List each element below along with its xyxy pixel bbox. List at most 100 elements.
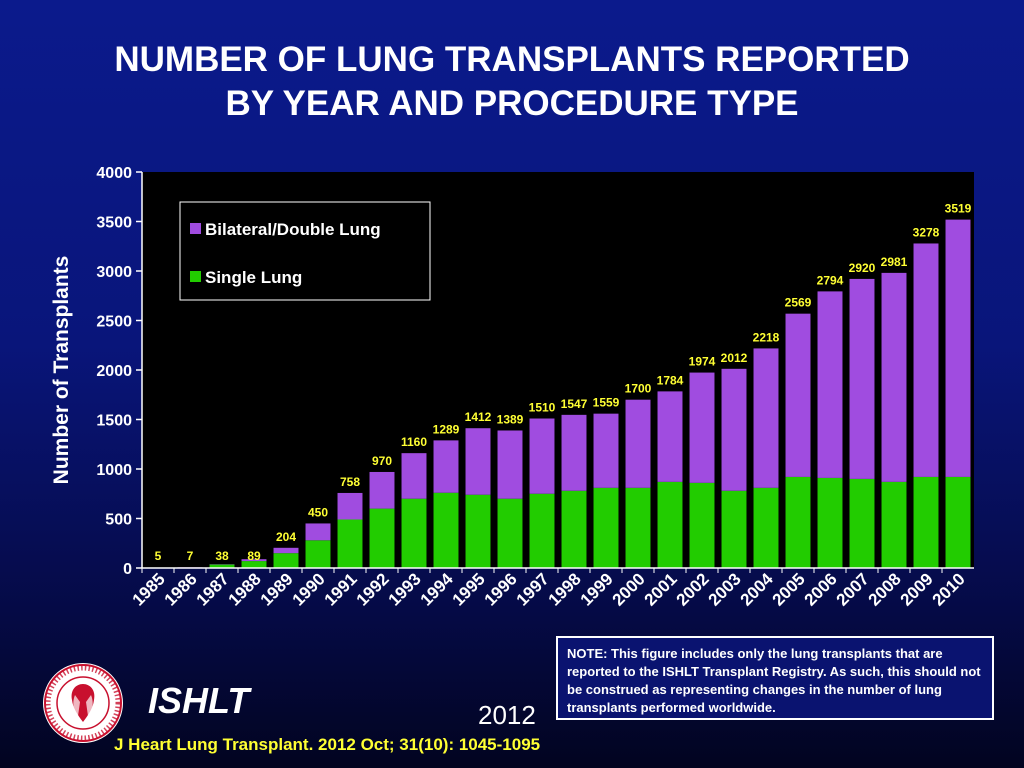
bar-bilateral-2000 xyxy=(625,399,651,488)
x-tick-label-2001: 2001 xyxy=(641,569,681,609)
data-label-2004: 2218 xyxy=(753,330,780,344)
data-label-1998: 1547 xyxy=(561,397,588,411)
legend: Bilateral/Double Lung Single Lung xyxy=(179,201,431,301)
legend-label-single: Single Lung xyxy=(205,268,302,287)
data-label-1997: 1510 xyxy=(529,401,556,415)
bar-bilateral-1997 xyxy=(529,418,555,494)
bar-bilateral-1991 xyxy=(337,492,363,520)
bar-single-lung-2005 xyxy=(785,476,811,568)
bar-single-lung-2007 xyxy=(849,478,875,568)
data-label-1996: 1389 xyxy=(497,412,524,426)
title-line-2: BY YEAR AND PROCEDURE TYPE xyxy=(225,84,799,123)
bar-bilateral-1988 xyxy=(241,559,267,562)
bar-bilateral-1992 xyxy=(369,471,395,509)
x-tick-label-2008: 2008 xyxy=(865,569,905,609)
bar-single-lung-1996 xyxy=(497,498,523,568)
x-tick-label-1988: 1988 xyxy=(225,569,265,609)
data-label-1993: 1160 xyxy=(401,435,427,449)
bar-single-lung-1992 xyxy=(369,508,395,568)
note-box: NOTE: This figure includes only the lung… xyxy=(556,636,994,720)
bar-single-lung-1988 xyxy=(241,561,267,568)
citation: J Heart Lung Transplant. 2012 Oct; 31(10… xyxy=(114,735,541,754)
data-label-1995: 1412 xyxy=(465,410,492,424)
x-tick-label-1987: 1987 xyxy=(193,569,233,609)
bar-single-lung-1990 xyxy=(305,540,331,568)
x-tick-label-1985: 1985 xyxy=(129,569,169,609)
x-tick-label-2004: 2004 xyxy=(737,569,778,610)
bar-bilateral-2010 xyxy=(945,219,971,477)
data-label-2009: 3278 xyxy=(913,225,940,239)
data-label-1986: 7 xyxy=(187,549,194,563)
bar-single-lung-1998 xyxy=(561,490,587,568)
brand-name: ISHLT xyxy=(148,680,250,721)
data-label-1988: 89 xyxy=(247,549,261,563)
bar-bilateral-2002 xyxy=(689,372,715,483)
legend-swatch-bilateral xyxy=(190,223,201,234)
x-tick-label-2006: 2006 xyxy=(801,569,841,609)
x-tick-label-2009: 2009 xyxy=(897,569,937,609)
x-tick-label-1986: 1986 xyxy=(161,569,201,609)
bar-bilateral-2006 xyxy=(817,291,843,478)
y-tick-label: 0 xyxy=(123,561,132,578)
data-label-1985: 5 xyxy=(155,549,162,563)
y-tick-label: 1000 xyxy=(96,462,132,479)
ishlt-logo xyxy=(43,663,123,743)
x-tick-label-2005: 2005 xyxy=(769,569,809,609)
data-label-2000: 1700 xyxy=(625,382,652,396)
bar-single-lung-1995 xyxy=(465,494,491,568)
bar-single-lung-1994 xyxy=(433,492,459,568)
legend-swatch-single xyxy=(190,271,201,282)
bar-single-lung-2008 xyxy=(881,481,907,568)
data-label-2002: 1974 xyxy=(689,355,716,369)
y-tick-label: 2000 xyxy=(96,363,132,380)
legend-box xyxy=(179,201,431,301)
bar-bilateral-2003 xyxy=(721,368,747,491)
bar-single-lung-2001 xyxy=(657,481,683,568)
bar-bilateral-1998 xyxy=(561,414,587,491)
data-label-1991: 758 xyxy=(340,475,360,489)
y-tick-label: 2500 xyxy=(96,314,132,331)
bar-bilateral-2007 xyxy=(849,278,875,479)
y-tick-label: 3000 xyxy=(96,264,132,281)
bar-single-lung-1997 xyxy=(529,493,555,568)
x-tick-label-2000: 2000 xyxy=(609,569,649,609)
bar-bilateral-1996 xyxy=(497,430,523,499)
bar-bilateral-1994 xyxy=(433,440,459,493)
bar-single-lung-2010 xyxy=(945,476,971,568)
x-tick-label-2003: 2003 xyxy=(705,569,745,609)
y-axis-title: Number of Transplants xyxy=(50,256,73,485)
bar-single-lung-2006 xyxy=(817,477,843,568)
bar-bilateral-2005 xyxy=(785,313,811,477)
data-label-2008: 2981 xyxy=(881,255,908,269)
x-tick-label-1996: 1996 xyxy=(481,569,521,609)
data-label-2005: 2569 xyxy=(785,296,812,310)
bar-bilateral-2004 xyxy=(753,348,779,488)
x-tick-label-1998: 1998 xyxy=(545,569,585,609)
x-tick-label-1997: 1997 xyxy=(513,569,553,609)
data-label-1990: 450 xyxy=(308,505,328,519)
bar-bilateral-1993 xyxy=(401,453,427,499)
data-label-2010: 3519 xyxy=(945,202,972,216)
legend-label-bilateral: Bilateral/Double Lung xyxy=(205,220,381,239)
title-line-1: NUMBER OF LUNG TRANSPLANTS REPORTED xyxy=(114,40,910,79)
data-label-1987: 38 xyxy=(215,549,229,563)
x-tick-label-1992: 1992 xyxy=(353,569,393,609)
data-label-2007: 2920 xyxy=(849,261,876,275)
x-tick-label-1994: 1994 xyxy=(417,569,458,610)
x-tick-label-1999: 1999 xyxy=(577,569,617,609)
x-tick-label-1989: 1989 xyxy=(257,569,297,609)
data-label-2001: 1784 xyxy=(657,373,684,387)
y-tick-label: 500 xyxy=(105,512,132,529)
bar-single-lung-2009 xyxy=(913,476,939,568)
bar-single-lung-1991 xyxy=(337,519,363,568)
year-label: 2012 xyxy=(478,700,536,730)
bar-bilateral-1989 xyxy=(273,547,299,554)
y-tick-label: 3500 xyxy=(96,215,132,232)
page-title: NUMBER OF LUNG TRANSPLANTS REPORTED BY Y… xyxy=(0,38,1024,126)
data-label-1999: 1559 xyxy=(593,396,620,410)
y-tick-label: 1500 xyxy=(96,413,132,430)
bar-single-lung-1999 xyxy=(593,487,619,568)
bar-single-lung-2004 xyxy=(753,487,779,568)
bar-bilateral-1990 xyxy=(305,523,331,541)
